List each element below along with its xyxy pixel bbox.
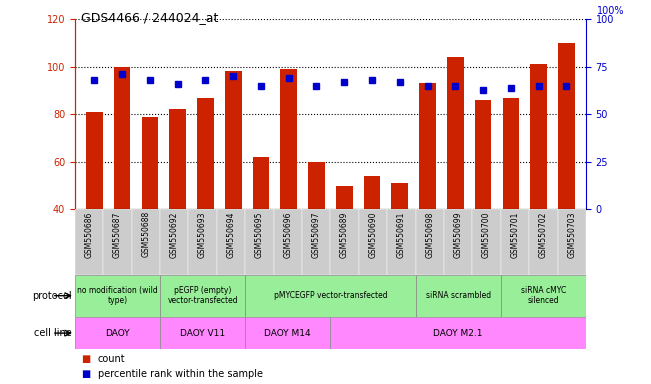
- Bar: [75, 209, 104, 275]
- Bar: [160, 275, 245, 317]
- Text: DAOY M2.1: DAOY M2.1: [434, 329, 483, 338]
- Text: no modification (wild
type): no modification (wild type): [77, 286, 158, 305]
- Bar: [475, 100, 492, 209]
- Bar: [104, 209, 132, 275]
- Text: GSM550702: GSM550702: [539, 211, 547, 258]
- Bar: [557, 209, 586, 275]
- Text: GSM550687: GSM550687: [113, 211, 122, 258]
- Bar: [558, 43, 575, 209]
- Bar: [391, 183, 408, 209]
- Bar: [188, 209, 217, 275]
- Bar: [114, 67, 130, 209]
- Bar: [330, 209, 359, 275]
- Bar: [503, 98, 519, 209]
- Bar: [225, 71, 242, 209]
- Bar: [529, 209, 557, 275]
- Text: GSM550701: GSM550701: [510, 211, 519, 258]
- Bar: [273, 209, 302, 275]
- Bar: [169, 109, 186, 209]
- Bar: [387, 209, 415, 275]
- Bar: [281, 69, 297, 209]
- Text: GSM550691: GSM550691: [397, 211, 406, 258]
- Bar: [501, 209, 529, 275]
- Bar: [75, 275, 160, 317]
- Bar: [132, 209, 160, 275]
- Text: siRNA scrambled: siRNA scrambled: [426, 291, 491, 300]
- Text: cell line: cell line: [34, 328, 72, 338]
- Text: ■: ■: [81, 369, 90, 379]
- Text: siRNA cMYC
silenced: siRNA cMYC silenced: [521, 286, 566, 305]
- Bar: [245, 275, 415, 317]
- Bar: [330, 317, 586, 349]
- Bar: [364, 176, 380, 209]
- Text: GSM550695: GSM550695: [255, 211, 264, 258]
- Text: GSM550690: GSM550690: [368, 211, 378, 258]
- Text: GSM550688: GSM550688: [141, 211, 150, 258]
- Text: pMYCEGFP vector-transfected: pMYCEGFP vector-transfected: [273, 291, 387, 300]
- Bar: [86, 112, 103, 209]
- Text: DAOY M14: DAOY M14: [264, 329, 311, 338]
- Bar: [245, 209, 273, 275]
- Bar: [473, 209, 501, 275]
- Text: protocol: protocol: [32, 291, 72, 301]
- Text: ■: ■: [81, 354, 90, 364]
- Text: GSM550689: GSM550689: [340, 211, 349, 258]
- Text: GSM550703: GSM550703: [567, 211, 576, 258]
- Text: GDS4466 / 244024_at: GDS4466 / 244024_at: [81, 12, 219, 25]
- Bar: [359, 209, 387, 275]
- Bar: [75, 317, 160, 349]
- Bar: [197, 98, 214, 209]
- Bar: [308, 162, 325, 209]
- Bar: [415, 209, 444, 275]
- Bar: [447, 57, 464, 209]
- Bar: [501, 275, 586, 317]
- Bar: [160, 209, 188, 275]
- Bar: [415, 275, 501, 317]
- Text: GSM550694: GSM550694: [227, 211, 236, 258]
- Text: GSM550693: GSM550693: [198, 211, 207, 258]
- Bar: [141, 117, 158, 209]
- Bar: [253, 157, 270, 209]
- Text: count: count: [98, 354, 125, 364]
- Bar: [245, 317, 330, 349]
- Text: GSM550700: GSM550700: [482, 211, 491, 258]
- Text: pEGFP (empty)
vector-transfected: pEGFP (empty) vector-transfected: [167, 286, 238, 305]
- Text: DAOY V11: DAOY V11: [180, 329, 225, 338]
- Bar: [217, 209, 245, 275]
- Text: GSM550698: GSM550698: [425, 211, 434, 258]
- Bar: [419, 83, 436, 209]
- Bar: [160, 317, 245, 349]
- Bar: [302, 209, 330, 275]
- Text: DAOY: DAOY: [105, 329, 130, 338]
- Text: GSM550697: GSM550697: [312, 211, 321, 258]
- Text: 100%: 100%: [597, 7, 625, 17]
- Bar: [444, 209, 473, 275]
- Bar: [531, 65, 547, 209]
- Text: GSM550686: GSM550686: [85, 211, 94, 258]
- Text: GSM550692: GSM550692: [170, 211, 179, 258]
- Text: percentile rank within the sample: percentile rank within the sample: [98, 369, 262, 379]
- Bar: [336, 185, 353, 209]
- Text: GSM550699: GSM550699: [454, 211, 463, 258]
- Text: GSM550696: GSM550696: [283, 211, 292, 258]
